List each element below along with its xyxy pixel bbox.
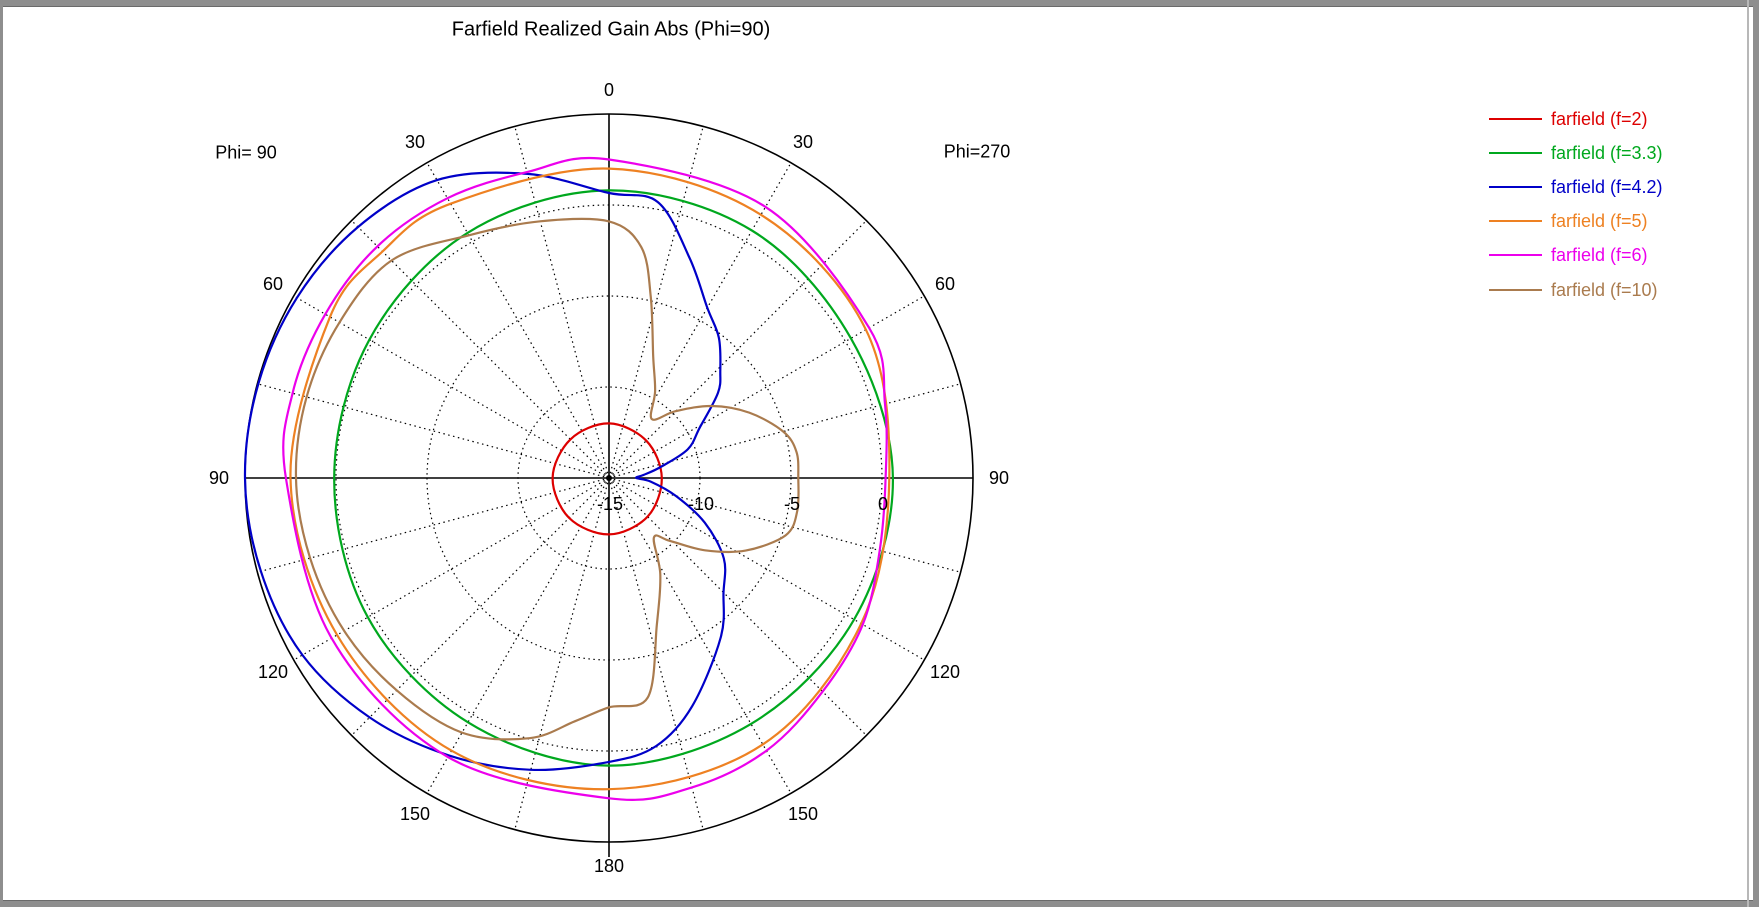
legend-label: farfield (f=3.3): [1551, 143, 1663, 164]
grid-radial-345: [514, 126, 610, 479]
phi-270-axis-label: Phi=270: [943, 141, 1011, 162]
window-frame-top: [0, 0, 1759, 7]
curve-farfield-f-5: [289, 167, 891, 791]
legend-item-farfield-f-2: farfield (f=2): [1489, 109, 1648, 129]
legend-item-farfield-f-4.2: farfield (f=4.2): [1489, 177, 1663, 197]
angle-label-left-90: 90: [209, 468, 229, 488]
legend-label: farfield (f=10): [1551, 279, 1658, 300]
grid-radial-225: [351, 477, 610, 736]
grid-radial-240: [293, 477, 610, 661]
legend-line-sample: [1489, 220, 1542, 223]
curve-farfield-f-2: [551, 422, 663, 536]
grid-radial-105: [608, 477, 961, 573]
legend-item-farfield-f-3.3: farfield (f=3.3): [1489, 143, 1663, 163]
angle-label-left-30: 30: [405, 132, 425, 152]
angle-label-right-90: 90: [989, 468, 1009, 488]
grid-radial-330: [426, 162, 610, 479]
radial-label--5: -5: [784, 494, 800, 514]
grid-radial-150: [608, 477, 792, 794]
curve-farfield-f-3.3: [333, 189, 895, 767]
legend-line-sample: [1489, 288, 1542, 291]
grid-radial-120: [608, 477, 925, 661]
window-frame-bottom: [0, 900, 1759, 907]
phi-90-axis-label: Phi= 90: [215, 142, 277, 163]
legend-line-sample: [1489, 186, 1542, 189]
legend-item-farfield-f-10: farfield (f=10): [1489, 280, 1658, 300]
angle-label-right-180: 180: [594, 856, 624, 876]
angle-label-right-30: 30: [793, 132, 813, 152]
grid-radial-45: [608, 220, 867, 479]
legend-label: farfield (f=5): [1551, 211, 1648, 232]
angle-label-right-60: 60: [935, 274, 955, 294]
grid-radial-195: [514, 477, 610, 830]
window-frame-right: [1753, 0, 1759, 907]
angle-label-right-150: 150: [788, 804, 818, 824]
grid-radial-285: [257, 383, 610, 479]
grid-radial-300: [293, 295, 610, 479]
legend-label: farfield (f=4.2): [1551, 177, 1663, 198]
legend-line-sample: [1489, 118, 1542, 120]
grid-radial-255: [257, 477, 610, 573]
radial-label--15: -15: [597, 494, 623, 514]
window-frame-left: [0, 0, 3, 907]
legend-line-sample: [1489, 152, 1542, 155]
grid-radial-15: [608, 126, 704, 479]
angle-label-left-60: 60: [263, 274, 283, 294]
grid-radial-135: [608, 477, 867, 736]
angle-label-right-0: 0: [604, 80, 614, 100]
window-frame-right-inner: [1747, 0, 1749, 907]
angle-label-left-150: 150: [400, 804, 430, 824]
curve-farfield-f-6: [282, 156, 888, 801]
legend-label: farfield (f=2): [1551, 109, 1648, 129]
legend-label: farfield (f=6): [1551, 245, 1648, 266]
legend-line-sample: [1489, 254, 1542, 257]
plot-title: Farfield Realized Gain Abs (Phi=90): [451, 18, 771, 41]
grid-radial-60: [608, 295, 925, 479]
center-dot: [606, 475, 612, 481]
legend-item-farfield-f-5: farfield (f=5): [1489, 211, 1648, 231]
grid-radial-165: [608, 477, 704, 830]
curve-farfield-f-4.2: [243, 171, 727, 772]
legend-item-farfield-f-6: farfield (f=6): [1489, 245, 1648, 265]
angle-label-right-120: 120: [930, 662, 960, 682]
grid-radial-210: [426, 477, 610, 794]
grid-radial-30: [608, 162, 792, 479]
radial-label-0: 0: [878, 494, 888, 514]
curve-farfield-f-10: [294, 217, 800, 741]
radial-label--10: -10: [688, 494, 714, 514]
grid-radial-315: [351, 220, 610, 479]
angle-label-left-120: 120: [258, 662, 288, 682]
